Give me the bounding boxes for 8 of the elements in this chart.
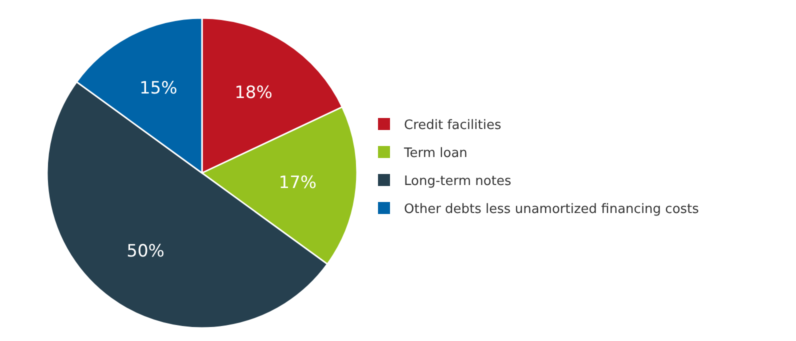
data-label: 15% <box>139 78 178 98</box>
data-label: 50% <box>126 242 164 262</box>
legend-label: Other debts less unamortized financing costs <box>404 202 700 217</box>
legend-label: Long-term notes <box>404 174 512 189</box>
legend-label: Credit facilities <box>404 118 502 133</box>
data-label: 17% <box>278 172 317 193</box>
legend-label: Term loan <box>403 146 468 161</box>
data-label: 18% <box>234 82 272 103</box>
